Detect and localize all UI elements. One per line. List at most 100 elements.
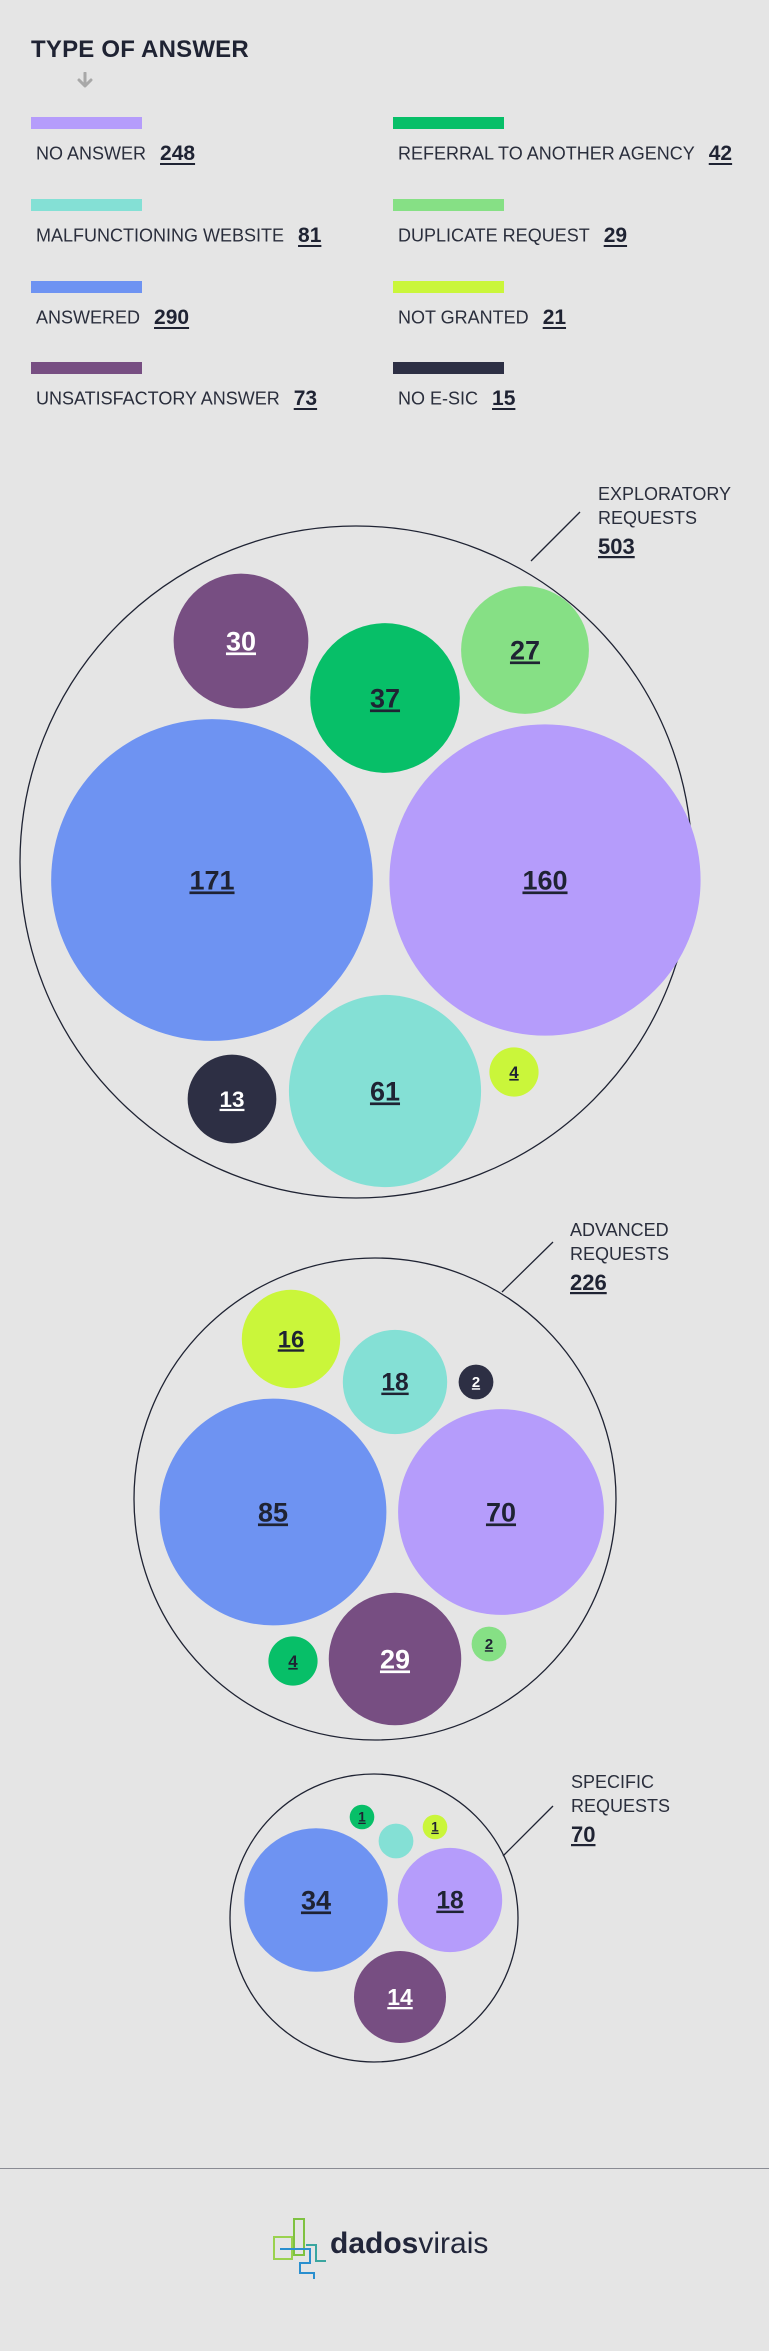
legend-label: UNSATISFACTORY ANSWER [36, 388, 280, 409]
bubble [268, 1636, 318, 1686]
group-total: 226 [570, 1270, 607, 1295]
bubble-value-label: 4 [509, 1063, 519, 1082]
group-leader-line [501, 1241, 554, 1293]
bubble-group: EXPLORATORY REQUESTS 503 171 160 61 37 30 27 13 4 [19, 484, 731, 1199]
legend-label: MALFUNCTIONING WEBSITE [36, 225, 285, 246]
legend-item: UNSATISFACTORY ANSWER 73 [31, 362, 317, 411]
footer-divider [0, 2168, 769, 2169]
legend-count: 42 [708, 142, 733, 165]
group-outline [229, 1773, 519, 2063]
legend-swatch [393, 199, 504, 211]
bubble-value-label: 85 [258, 1497, 288, 1527]
down-arrow-icon [77, 72, 93, 88]
legend-count: 29 [603, 224, 628, 247]
bubble [422, 1814, 448, 1840]
legend-count: 81 [298, 224, 322, 247]
bubble [349, 1804, 375, 1830]
bubble-value-label: 30 [226, 626, 256, 656]
bubble [159, 1398, 387, 1626]
bubble [353, 1950, 447, 2044]
legend-count: 15 [492, 387, 516, 410]
legend-item: MALFUNCTIONING WEBSITE 81 [31, 199, 321, 248]
bubble [51, 719, 373, 1041]
page-title: TYPE OF ANSWER [31, 36, 249, 63]
group-total: 503 [598, 534, 635, 559]
bubble [173, 573, 309, 709]
legend-label: REFERRAL TO ANOTHER AGENCY [398, 143, 695, 164]
bubble [398, 1409, 604, 1615]
bubble-value-label: 1 [358, 1810, 366, 1825]
bubble-value-label: 13 [220, 1087, 245, 1112]
bubble-value-label: 2 [485, 1637, 493, 1653]
bubble [328, 1592, 462, 1726]
legend-label: NOT GRANTED [398, 307, 529, 328]
dadosvirais-logo: dadosvirais [270, 2215, 510, 2295]
bubble-value-label: 34 [301, 1885, 331, 1915]
bubble [378, 1823, 414, 1859]
bubble-value-label: 16 [278, 1326, 304, 1353]
group-label: REQUESTS [598, 508, 697, 528]
bubble [461, 586, 589, 714]
bubble-value-label: 27 [510, 635, 540, 665]
legend-item: NOT GRANTED 21 [393, 281, 566, 330]
legend-item: NO E-SIC 15 [393, 362, 515, 411]
group-label: REQUESTS [570, 1244, 669, 1264]
group-label: ADVANCED [570, 1220, 669, 1240]
legend-count: 21 [542, 306, 567, 329]
bubble-value-label: 61 [370, 1076, 400, 1106]
bubble-value-label: 2 [472, 1375, 480, 1391]
legend-count: 290 [154, 306, 190, 329]
legend-item: DUPLICATE REQUEST 29 [393, 199, 627, 248]
logo-wordmark: dadosvirais [330, 2227, 488, 2261]
legend-swatch [31, 281, 142, 293]
legend-count: 248 [160, 142, 196, 165]
bubble-value-label: 4 [288, 1652, 298, 1671]
logo-wordmark-bold: dados [330, 2227, 419, 2260]
legend-count: 73 [293, 387, 318, 410]
bubble-value-label: 160 [522, 865, 567, 895]
logo-mark-icon [273, 2218, 326, 2279]
group-leader-line [530, 511, 581, 562]
group-outline [133, 1257, 617, 1741]
logo-wordmark-regular: virais [418, 2227, 489, 2260]
bubble [342, 1329, 448, 1435]
legend-swatch [31, 117, 142, 129]
group-total: 70 [571, 1822, 595, 1847]
bubble-value-label: 29 [380, 1644, 410, 1674]
legend-swatch [393, 362, 504, 374]
legend-label: NO ANSWER [36, 143, 147, 164]
bubble-value-label: 70 [486, 1497, 516, 1527]
bubble [397, 1847, 503, 1953]
legend-swatch [393, 281, 504, 293]
bubble-value-label: 18 [436, 1888, 463, 1915]
legend-swatch [31, 362, 142, 374]
bubble [187, 1054, 277, 1144]
bubble [458, 1364, 494, 1400]
bubble [389, 724, 701, 1036]
group-label: REQUESTS [571, 1796, 670, 1816]
group-label: EXPLORATORY [598, 484, 731, 504]
legend-label: NO E-SIC [398, 388, 479, 409]
bubble [241, 1289, 341, 1389]
bubble [244, 1828, 388, 1972]
bubble [489, 1047, 539, 1097]
legend-label: DUPLICATE REQUEST [398, 225, 590, 246]
bubble [471, 1626, 507, 1662]
bubble-value-label: 37 [370, 683, 400, 713]
bubble-value-label: 171 [189, 865, 234, 895]
bubble [310, 623, 460, 773]
bubble-value-label: 1 [431, 1820, 439, 1835]
bubble-value-label: 18 [381, 1370, 408, 1397]
bubble-group: ADVANCED REQUESTS 226 85 70 29 18 16 4 2 2 [133, 1220, 669, 1741]
group-label: SPECIFIC [571, 1772, 654, 1792]
legend-swatch [393, 117, 504, 129]
legend-item: ANSWERED 290 [31, 281, 189, 330]
legend-item: NO ANSWER 248 [31, 117, 195, 166]
bubble [288, 994, 482, 1188]
bubble-value-label: 14 [387, 1984, 413, 2010]
legend-item: REFERRAL TO ANOTHER AGENCY 42 [393, 117, 732, 166]
group-leader-line [502, 1805, 554, 1857]
legend-swatch [31, 199, 142, 211]
